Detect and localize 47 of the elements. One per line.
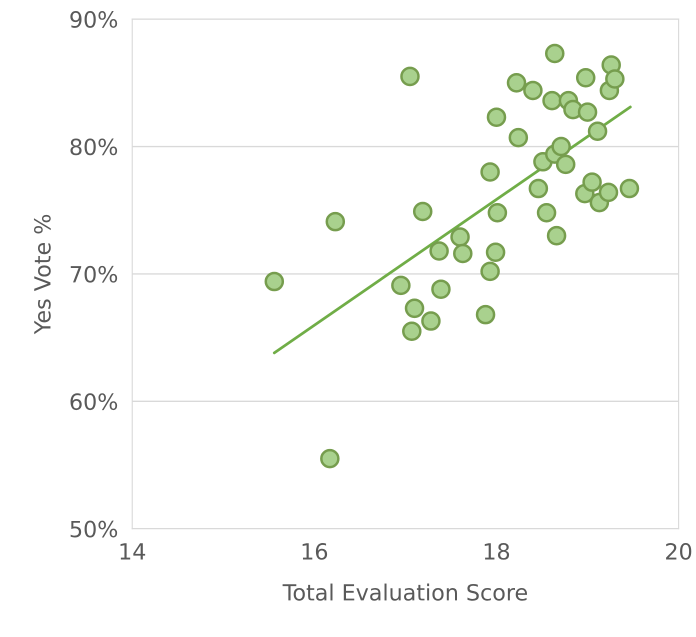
point — [391, 276, 411, 296]
y-tick-label: 80% — [70, 138, 118, 156]
point — [320, 448, 340, 468]
x-tick-label: 18 — [484, 542, 510, 560]
point — [264, 272, 284, 292]
point — [480, 162, 500, 182]
point — [486, 107, 506, 127]
point — [556, 154, 576, 174]
point — [402, 321, 422, 341]
point — [536, 203, 556, 223]
x-tick-label: 14 — [120, 543, 146, 560]
y-axis-title: Yes Vote % — [34, 214, 51, 334]
point — [528, 178, 548, 198]
point — [404, 298, 424, 318]
point — [578, 102, 598, 122]
x-axis-title: Total Evaluation Score — [282, 584, 527, 601]
point — [453, 244, 473, 264]
point — [506, 73, 526, 93]
y-tick-label: 90% — [70, 11, 118, 28]
point — [551, 136, 571, 156]
point — [508, 128, 528, 148]
y-tick-label: 70% — [70, 266, 118, 283]
point — [431, 279, 451, 299]
x-tick-label: 16 — [302, 542, 328, 560]
x-tick-label: 20 — [666, 542, 692, 560]
point — [488, 203, 508, 223]
point — [542, 90, 562, 110]
point — [582, 172, 602, 192]
point — [576, 68, 596, 88]
point — [412, 202, 432, 222]
point — [605, 69, 625, 89]
point — [620, 178, 640, 198]
y-tick-label: 50% — [70, 520, 118, 538]
point — [545, 44, 565, 64]
point — [450, 227, 470, 247]
point — [486, 242, 506, 262]
point — [598, 182, 618, 202]
point — [326, 212, 346, 232]
point — [588, 121, 608, 141]
point — [400, 66, 420, 86]
point — [523, 80, 543, 100]
point — [476, 304, 496, 324]
point — [421, 311, 441, 331]
point — [546, 226, 566, 246]
y-tick-label: 60% — [70, 393, 118, 410]
point — [480, 262, 500, 282]
point — [429, 241, 449, 261]
